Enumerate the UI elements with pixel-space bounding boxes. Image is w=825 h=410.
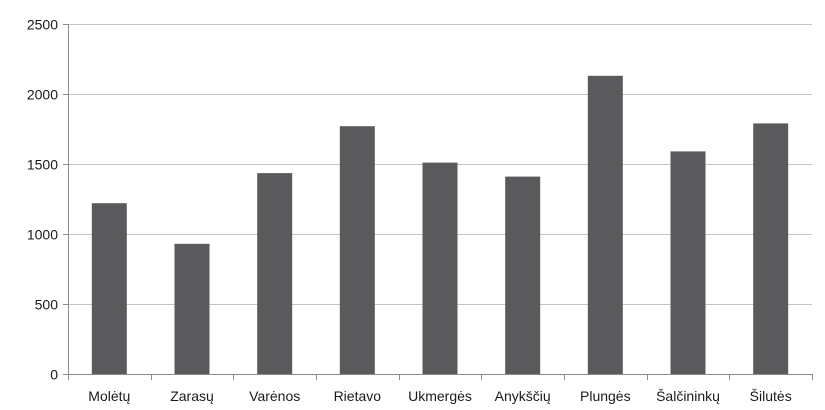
bar — [91, 203, 127, 374]
y-tick-label: 0 — [50, 367, 58, 383]
x-tick-label: Varėnos — [249, 388, 300, 404]
bar — [670, 151, 706, 374]
x-tick-label: Plungės — [580, 388, 631, 404]
x-tick-labels: Molėtų Zarasų Varėnos Rietavo Ukmergės Anykšč… — [88, 388, 791, 404]
y-tick-label: 1500 — [27, 157, 58, 173]
y-tick-label: 1000 — [27, 227, 58, 243]
y-tick-labels: 0 500 1000 1500 2000 2500 — [27, 17, 58, 383]
bar — [422, 162, 458, 374]
x-tick-label: Ukmergės — [408, 388, 472, 404]
x-tick-label: Rietavo — [334, 388, 382, 404]
x-tick-label: Anykščių — [495, 388, 551, 404]
y-tick-label: 2000 — [27, 87, 58, 103]
bar — [587, 75, 623, 375]
x-tick-label: Molėtų — [88, 388, 130, 404]
y-tick-label: 2500 — [27, 17, 58, 33]
bar — [505, 176, 541, 374]
axes — [63, 24, 813, 380]
y-tick-label: 500 — [35, 297, 59, 313]
x-tick-label: Šalčininkų — [656, 388, 720, 404]
bar — [174, 243, 210, 374]
x-tick-label: Šilutės — [750, 388, 792, 404]
bar — [753, 123, 789, 375]
bar — [257, 173, 293, 374]
x-tick-label: Zarasų — [170, 388, 214, 404]
bar — [339, 126, 375, 374]
bars — [91, 75, 789, 375]
